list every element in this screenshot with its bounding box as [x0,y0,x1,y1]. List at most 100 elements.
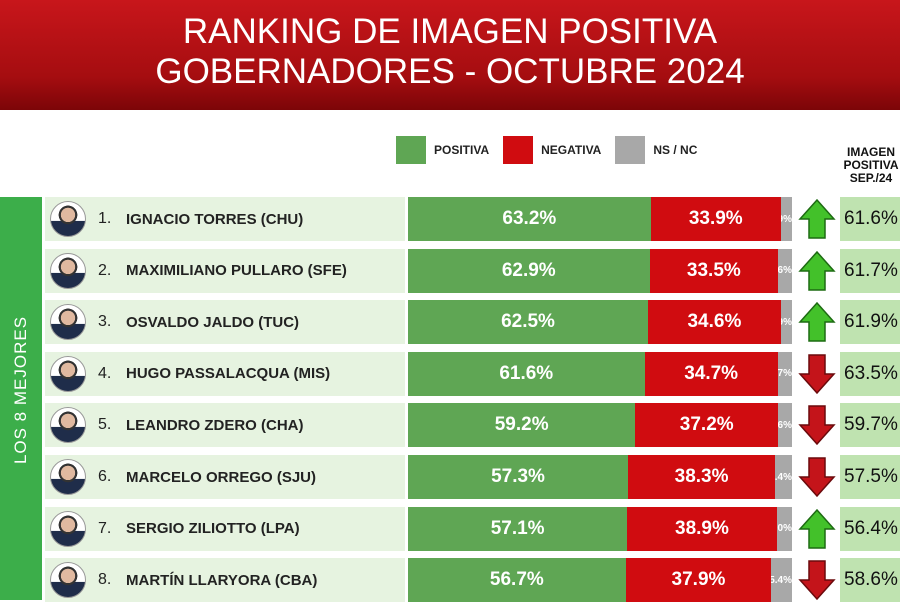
rank: 2. [98,261,112,279]
bar-negativa: 34.6% [648,300,781,345]
value-label: 62.5% [501,311,555,333]
bar-nsnc: 2.9% [780,197,792,241]
value-label: 2.9% [781,213,792,225]
legend-nsnc: NS / NC [615,136,697,164]
bar-negativa: 37.9% [625,558,772,603]
stacked-bar: 62.5% 34.6% 2.9% [408,300,792,345]
avatar [50,252,86,289]
sep-value: 63.5% [840,351,900,396]
stacked-bar: 63.2% 33.9% 2.9% [408,197,792,241]
stacked-bar: 57.1% 38.9% 4.0% [408,506,792,551]
stacked-bar: 57.3% 38.3% 4.4% [408,455,792,499]
name-cell: 5. LEANDRO ZDERO (CHA) [45,403,405,448]
bar-negativa: 33.5% [649,248,779,293]
stacked-bar: 61.6% 34.7% 3.7% [408,351,792,396]
title-line-1: RANKING DE IMAGEN POSITIVA [182,12,718,51]
bar-positiva: 59.2% [408,403,636,448]
value-label: 34.7% [684,362,739,384]
value-label: 57.3% [491,466,545,487]
avatar [50,562,86,599]
governor-name: MAXIMILIANO PULLARO (SFE) [126,262,347,280]
sep-value: 56.4% [840,506,900,551]
bar-negativa: 34.7% [644,351,778,396]
bar-negativa: 38.9% [627,506,777,551]
legend-negativa: NEGATIVA [503,136,601,164]
arrow-up-icon [797,197,837,241]
governor-name: MARCELO ORREGO (SJU) [126,468,317,486]
bar-nsnc: 3.7% [777,351,792,396]
sep-value-label: 56.4% [844,517,898,539]
value-label: 2.9% [781,316,792,328]
bar-positiva: 61.6% [408,351,645,396]
table-row: 7. SERGIO ZILIOTTO (LPA) 57.1% 38.9% 4.0%… [45,506,900,551]
bar-positiva: 56.7% [408,558,626,603]
value-label: 4.0% [777,523,792,535]
value-label: 62.9% [501,259,556,281]
name-cell: 1. IGNACIO TORRES (CHU) [45,197,405,241]
name-cell: 3. OSVALDO JALDO (TUC) [45,300,405,345]
sep-value-label: 61.7% [844,259,898,281]
bar-nsnc: 2.9% [780,300,792,345]
chart-title: RANKING DE IMAGEN POSITIVA GOBERNADORES … [0,0,900,110]
table-row: 5. LEANDRO ZDERO (CHA) 59.2% 37.2% 3.6% 5… [45,403,900,448]
stacked-bar: 56.7% 37.9% 5.4% [408,558,792,603]
rank: 6. [98,468,112,485]
sep-value: 59.7% [840,403,900,448]
bar-positiva: 62.5% [408,300,648,345]
value-label: 61.6% [499,362,554,384]
governor-name: SERGIO ZILIOTTO (LPA) [126,520,300,538]
arrow-down-icon [797,558,837,602]
governor-name: IGNACIO TORRES (CHU) [126,210,304,228]
table-row: 2. MAXIMILIANO PULLARO (SFE) 62.9% 33.5% … [45,248,900,293]
bar-positiva: 57.1% [408,506,628,551]
table-row: 4. HUGO PASSALACQUA (MIS) 61.6% 34.7% 3.7… [45,351,900,396]
sep-value-label: 57.5% [844,466,898,487]
value-label: 3.6% [778,419,792,431]
stacked-bar: 62.9% 33.5% 3.6% [408,248,792,293]
avatar [50,355,86,392]
group-sidebar [0,197,42,600]
name-cell: 8. MARTÍN LLARYORA (CBA) [45,558,405,603]
name-cell: 2. MAXIMILIANO PULLARO (SFE) [45,248,405,293]
bar-negativa: 38.3% [628,455,776,499]
table-row: 1.IGNACIO TORRES (CHU) 63.2% 33.9% 2.9% … [45,197,900,241]
value-label: 57.1% [490,517,545,539]
avatar [50,201,86,237]
value-label: 3.7% [777,368,792,380]
title-line-2: GOBERNADORES - OCTUBRE 2024 [155,52,745,91]
bar-nsnc: 4.4% [775,455,792,499]
value-label: 37.2% [679,414,734,436]
sep-value-label: 58.6% [844,569,898,591]
arrow-up-icon [797,507,837,551]
value-label: 56.7% [489,569,544,591]
avatar [50,304,86,341]
avatar [50,407,86,444]
sep-value: 58.6% [840,558,900,603]
bar-positiva: 63.2% [408,197,651,241]
value-label: 3.6% [778,265,792,277]
bar-nsnc: 5.4% [771,558,792,603]
bar-nsnc: 4.0% [776,506,792,551]
value-label: 59.2% [494,414,549,436]
rank: 4. [98,364,112,382]
value-label: 34.6% [687,311,742,333]
rank: 7. [98,519,112,537]
value-label: 38.3% [674,466,729,487]
value-label: 38.9% [675,517,729,539]
bar-nsnc: 3.6% [778,403,792,448]
sep-column-header: IMAGEN POSITIVA SEP./24 [843,145,899,185]
sep-value-label: 61.6% [844,208,898,229]
sep-value: 57.5% [840,455,900,499]
governor-name: OSVALDO JALDO (TUC) [126,313,300,331]
bar-nsnc: 3.6% [778,248,792,293]
name-cell: 6. MARCELO ORREGO (SJU) [45,455,405,499]
arrow-down-icon [797,352,837,396]
table-row: 3. OSVALDO JALDO (TUC) 62.5% 34.6% 2.9% 6… [45,300,900,345]
avatar [50,459,86,495]
bar-negativa: 37.2% [635,403,779,448]
arrow-up-icon [797,249,837,293]
table-row: 6.MARCELO ORREGO (SJU) 57.3% 38.3% 4.4% … [45,455,900,499]
arrow-up-icon [797,300,837,344]
value-label: 33.9% [688,208,743,229]
avatar [50,510,86,547]
